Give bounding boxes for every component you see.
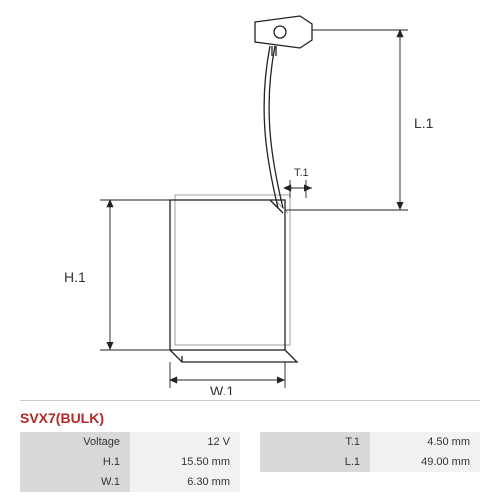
spec-value: 12 V — [130, 432, 240, 452]
spec-label: Voltage — [20, 432, 130, 452]
spec-value: 6.30 mm — [130, 472, 240, 492]
page: H.1 W.1 L.1 T.1 SVX7(BULK) Voltage 12 V — [0, 0, 500, 500]
label-l1: L.1 — [414, 115, 434, 131]
label-w1: W.1 — [210, 383, 234, 395]
dimension-h1 — [100, 200, 170, 350]
spec-value: 15.50 mm — [130, 452, 240, 472]
label-t1: T.1 — [294, 167, 309, 179]
label-h1: H.1 — [64, 269, 86, 285]
spec-label: T.1 — [260, 432, 370, 452]
spec-label: W.1 — [20, 472, 130, 492]
spec-label: L.1 — [260, 452, 370, 472]
table-row: H.1 15.50 mm L.1 49.00 mm — [20, 452, 480, 472]
spec-value: 4.50 mm — [370, 432, 480, 452]
spec-label: H.1 — [20, 452, 130, 472]
technical-diagram: H.1 W.1 L.1 T.1 — [0, 0, 500, 395]
table-row: W.1 6.30 mm — [20, 472, 480, 492]
lead-wire — [264, 46, 283, 208]
spec-table: Voltage 12 V T.1 4.50 mm H.1 15.50 mm L.… — [20, 432, 480, 492]
dimension-l1 — [285, 30, 408, 210]
section-divider — [20, 400, 480, 401]
spec-value: 49.00 mm — [370, 452, 480, 472]
table-row: Voltage 12 V T.1 4.50 mm — [20, 432, 480, 452]
terminal — [255, 16, 312, 56]
part-number: SVX7(BULK) — [20, 410, 104, 426]
brush-body — [170, 195, 297, 362]
